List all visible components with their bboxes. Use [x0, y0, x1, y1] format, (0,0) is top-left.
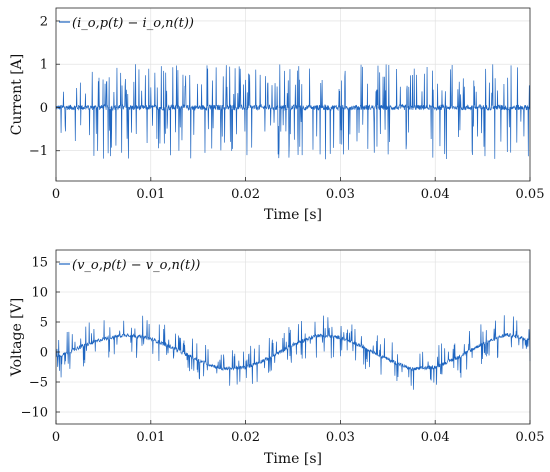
voltage-legend-label: (v_o,p(t) − v_o,n(t)): [72, 258, 200, 273]
current-y-ticks: −1 0 1 2: [29, 14, 60, 159]
current-plot-frame: [55, 7, 531, 182]
x-tick-label: 0.02: [231, 430, 260, 445]
y-tick-label: 15: [31, 256, 48, 271]
voltage-plot-frame: [55, 249, 531, 425]
x-tick-label: 0.01: [136, 430, 165, 445]
voltage-x-ticks: 0 0.01 0.02 0.03 0.04 0.05: [52, 420, 545, 445]
y-tick-label: 1: [40, 58, 48, 73]
x-tick-label: 0.02: [231, 187, 260, 202]
x-tick-label: 0.04: [421, 187, 450, 202]
y-tick-label: 10: [31, 286, 48, 301]
y-tick-label: 5: [40, 316, 48, 331]
y-tick-label: 0: [40, 101, 48, 116]
current-x-ticks: 0 0.01 0.02 0.03 0.04 0.05: [52, 177, 545, 202]
x-tick-label: 0.04: [421, 430, 450, 445]
y-tick-label: −10: [21, 406, 48, 421]
x-tick-label: 0: [52, 187, 60, 202]
x-tick-label: 0.03: [326, 187, 355, 202]
x-tick-label: 0.01: [136, 187, 165, 202]
current-x-axis-label: Time [s]: [264, 207, 322, 223]
voltage-panel: 0 0.01 0.02 0.03 0.04 0.05 −10 −5 0 5 10 15 Time […: [9, 249, 545, 467]
voltage-x-axis-label: Time [s]: [264, 451, 322, 467]
voltage-series-line: [55, 315, 531, 390]
y-tick-label: −5: [29, 376, 48, 391]
current-panel: 0 0.01 0.02 0.03 0.04 0.05 −1 0 1 2 Time [s] Cur…: [9, 7, 545, 223]
x-tick-label: 0.05: [516, 430, 545, 445]
current-legend-label: (i_o,p(t) − i_o,n(t)): [72, 16, 194, 31]
x-tick-label: 0: [52, 430, 60, 445]
y-tick-label: 2: [40, 14, 48, 29]
voltage-y-ticks: −10 −5 0 5 10 15: [21, 256, 60, 421]
voltage-y-axis-label: Voltage [V]: [9, 298, 25, 377]
voltage-grid: [56, 250, 530, 424]
current-series-line: [55, 64, 531, 160]
x-tick-label: 0.03: [326, 430, 355, 445]
y-tick-label: 0: [40, 346, 48, 361]
y-tick-label: −1: [29, 144, 48, 159]
voltage-legend: (v_o,p(t) − v_o,n(t)): [59, 258, 200, 273]
current-legend: (i_o,p(t) − i_o,n(t)): [59, 16, 194, 31]
x-tick-label: 0.05: [516, 187, 545, 202]
current-y-axis-label: Current [A]: [9, 54, 25, 136]
